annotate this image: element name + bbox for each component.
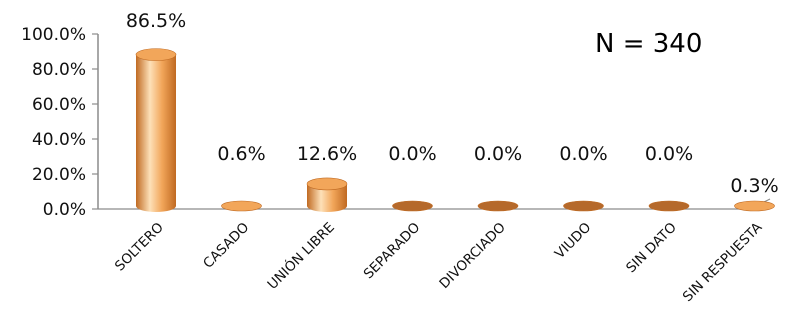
bar [563, 200, 604, 212]
bar [135, 48, 177, 212]
data-label: 0.3% [730, 175, 778, 197]
y-tick-label: 80.0% [32, 60, 86, 80]
y-tick-label: 20.0% [32, 165, 86, 185]
category-label: CASADO [200, 220, 252, 272]
data-label: 0.0% [645, 143, 693, 165]
data-label: 86.5% [126, 10, 186, 32]
bar-body [136, 54, 176, 212]
data-label: 0.0% [388, 143, 436, 165]
bar [477, 200, 519, 212]
bars [135, 48, 775, 212]
data-label: 12.6% [297, 143, 357, 165]
y-tick-label: 40.0% [32, 130, 86, 150]
category-label: SIN DATO [623, 220, 680, 277]
bar [221, 200, 262, 212]
y-tick-label: 100.0% [21, 25, 86, 45]
data-label: 0.0% [559, 143, 607, 165]
category-label: SEPARADO [361, 220, 424, 283]
sample-size-label: N = 340 [595, 29, 702, 59]
category-label: VIUDO [552, 220, 595, 263]
category-label: SIN RESPUESTA [680, 219, 766, 305]
category-label: SOLTERO [112, 220, 167, 275]
bar [306, 177, 348, 212]
bar-body [307, 183, 347, 212]
y-tick-label: 60.0% [32, 95, 86, 115]
bar [734, 200, 775, 212]
category-label: DIVORCIADO [436, 220, 508, 292]
y-tick-label: 0.0% [43, 200, 86, 220]
bar [648, 200, 690, 212]
category-label: UNIÓN LIBRE [263, 218, 338, 293]
bar-cap [306, 177, 348, 191]
bar-cap [135, 48, 177, 61]
bar [392, 200, 433, 212]
axes: 0.0% 20.0% 40.0% 60.0% 80.0% 100.0% [21, 25, 771, 220]
data-label: 0.6% [217, 143, 265, 165]
data-label: 0.0% [474, 143, 522, 165]
